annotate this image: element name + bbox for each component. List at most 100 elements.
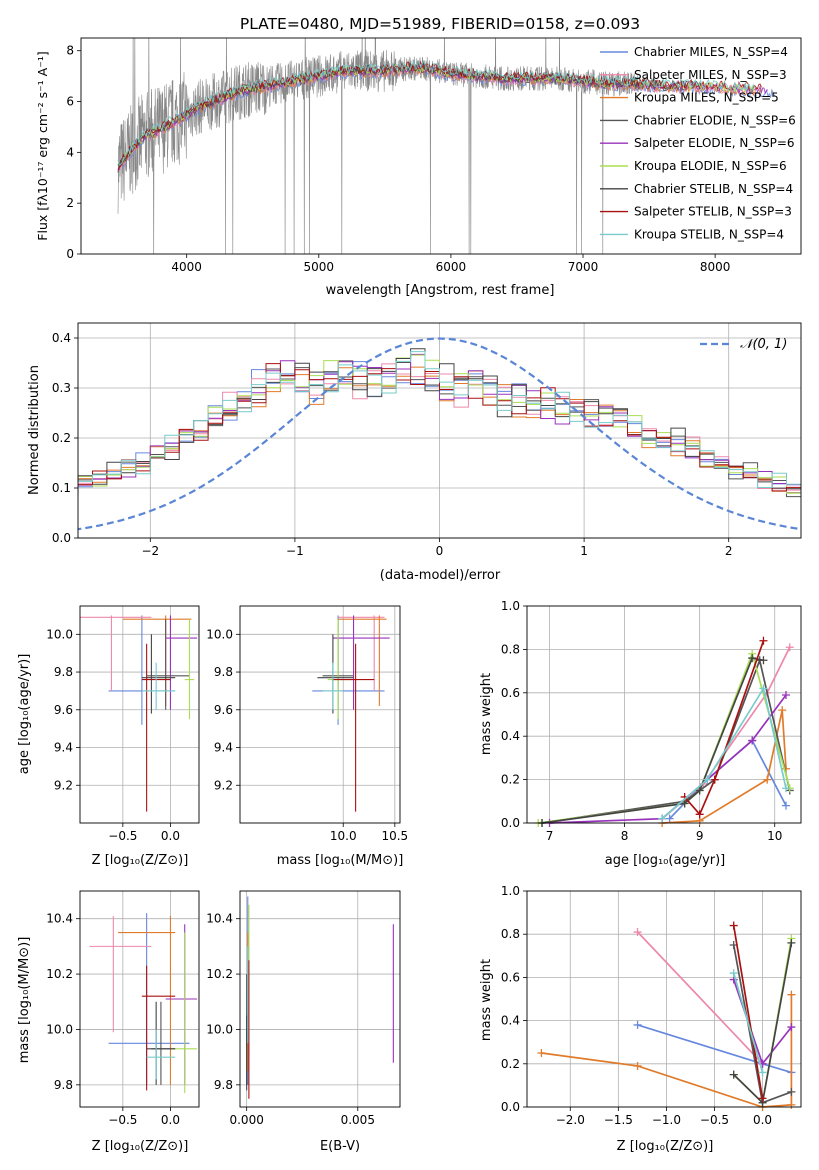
- residuals-xtick-label: 1: [580, 544, 588, 558]
- gauss-legend-label: 𝒩(0, 1): [740, 337, 787, 352]
- residual-histogram-step: [78, 360, 801, 498]
- residuals-xlabel: (data-model)/error: [380, 568, 501, 583]
- weight-z-xtick-label: −1.5: [604, 1113, 633, 1127]
- spectrum-legend-label: Kroupa MILES, N_SSP=5: [634, 91, 779, 105]
- weight-age-plot-area: [534, 636, 794, 827]
- weight-z-marker: [787, 1100, 796, 1109]
- weight-age-marker: [658, 814, 667, 823]
- age-mass-ytick-label: 9.6: [214, 703, 233, 717]
- mass-ebv-frame: [239, 890, 401, 1108]
- weight-z-marker: [758, 1068, 767, 1077]
- age-z-ytick-label: 10.0: [46, 627, 73, 641]
- weight-age-frame: [526, 605, 802, 824]
- age-z-plot-area: [80, 615, 198, 812]
- mass-z-ytick-label: 9.8: [54, 1078, 73, 1092]
- weight-z-ytick-label: 0.0: [501, 1100, 520, 1114]
- residuals-xtick-label: −1: [286, 544, 304, 558]
- spectrum-xlabel: wavelength [Angstrom, rest frame]: [326, 283, 555, 298]
- gaussian-curve: [78, 337, 801, 531]
- age-vs-mass-panel: 10.0 10.5 9.2 9.4 9.6 9.8 10.0: [206, 605, 408, 843]
- spectrum-model-line: [117, 60, 703, 168]
- mass-z-frame: [79, 890, 200, 1108]
- weight-z-marker: [729, 921, 738, 930]
- mass-ebv-ytick-label: 10.4: [206, 912, 233, 926]
- age-mass-xtick-label: 10.5: [381, 829, 408, 843]
- residuals-panel: −2 −1 0 1 2 0.0 0.1 0.2 0.3 0.4 𝒩(0, 1): [52, 322, 802, 558]
- weight-age-marker: [778, 706, 787, 715]
- weight-z-ytick-label: 0.4: [501, 1014, 520, 1028]
- age-mass-ytick-label: 9.8: [214, 665, 233, 679]
- weight-age-xtick-label: 7: [546, 829, 554, 843]
- mass-ebv-xlabel: E(B-V): [320, 1139, 360, 1154]
- spectrum-legend-label: Kroupa STELIB, N_SSP=4: [634, 227, 784, 241]
- spectrum-data-line: [117, 38, 639, 254]
- weight-age-ytick-label: 0.0: [501, 816, 520, 830]
- weight-z-marker: [537, 1049, 546, 1057]
- residuals-xtick-label: 2: [725, 544, 733, 558]
- weight-age-marker: [759, 684, 768, 693]
- weight-age-marker: [695, 810, 704, 819]
- weight-age-marker: [785, 643, 794, 652]
- weight-z-marker: [787, 990, 796, 999]
- weight-age-marker: [665, 814, 674, 823]
- spectrum-ylabel: Flux [fλ10⁻¹⁷ erg cm⁻² s⁻¹ A⁻¹]: [35, 51, 50, 240]
- spectrum-plot-area: [117, 38, 776, 254]
- weight-z-marker: [787, 1087, 796, 1096]
- weight-age-marker: [781, 784, 790, 793]
- weight-z-marker: [787, 938, 796, 947]
- residuals-ytick-label: 0.3: [52, 381, 71, 395]
- spectrum-xtick-label: 4000: [171, 260, 202, 274]
- weight-z-marker: [633, 928, 642, 937]
- spectrum-legend-label: Kroupa ELODIE, N_SSP=6: [634, 159, 787, 173]
- age-z-ytick-label: 9.6: [54, 703, 73, 717]
- weight-z-xtick-label: 0.0: [753, 1113, 772, 1127]
- residuals-ytick-label: 0.4: [52, 331, 71, 345]
- weight-age-marker: [759, 656, 768, 665]
- spectrum-legend-label: Salpeter STELIB, N_SSP=3: [634, 205, 792, 219]
- weight-z-xlabel: Z [log₁₀(Z/Z⊙)]: [617, 1139, 714, 1154]
- weight-age-ytick-label: 0.4: [501, 729, 520, 743]
- weight-age-ytick-label: 0.2: [501, 773, 520, 787]
- age-z-ytick-label: 9.8: [54, 665, 73, 679]
- residuals-xtick-label: 0: [436, 544, 444, 558]
- age-vs-z-panel: −0.5 0.0 9.2 9.4 9.6 9.8 10.0: [46, 605, 200, 843]
- residual-histogram-step: [78, 351, 801, 498]
- mass-z-ylabel: mass [log₁₀(M/M⊙)]: [17, 937, 32, 1064]
- weight-age-xtick-label: 8: [621, 829, 629, 843]
- weight-z-series-line: [732, 972, 764, 1073]
- weight-age-marker: [763, 775, 772, 784]
- weight-age-xtick-label: 10: [767, 829, 782, 843]
- weight-age-ylabel: mass weight: [479, 673, 494, 755]
- age-mass-frame: [239, 605, 401, 824]
- spectrum-panel: 4000 5000 6000 7000 8000 0 2 4 6 8 Chabrier MILES,…: [66, 37, 802, 274]
- residuals-ytick-label: 0.1: [52, 481, 71, 495]
- residuals-ylabel: Normed distribution: [27, 365, 42, 495]
- age-mass-ytick-label: 9.2: [214, 778, 233, 792]
- mass-ebv-plot-area: [246, 896, 394, 1099]
- weight-z-marker: [787, 1023, 796, 1032]
- weight-z-ytick-label: 0.6: [501, 970, 520, 984]
- weight-z-ytick-label: 0.8: [501, 927, 520, 941]
- spectrum-ytick-label: 4: [66, 145, 74, 159]
- weight-z-marker: [729, 969, 738, 978]
- residuals-ytick-label: 0.2: [52, 431, 71, 445]
- age-z-ylabel: age [log₁₀(age/yr)]: [17, 654, 32, 775]
- spectrum-xtick-label: 7000: [568, 260, 599, 274]
- spectrum-model-line: [117, 66, 756, 172]
- mass-ebv-ytick-label: 10.0: [206, 1022, 233, 1036]
- weight-age-xlabel: age [log₁₀(age/yr)]: [605, 853, 726, 868]
- residuals-xtick-label: −2: [141, 544, 159, 558]
- mass-ebv-xtick-label: 0.000: [229, 1113, 263, 1127]
- weight-z-frame: [526, 890, 802, 1108]
- mass-z-plot-area: [89, 913, 198, 1094]
- weight-age-series-line: [683, 640, 765, 816]
- residual-histogram-step: [78, 354, 801, 498]
- spectrum-legend-label: Salpeter MILES, N_SSP=3: [634, 68, 787, 82]
- weight-age-marker: [748, 736, 757, 745]
- mass-z-ytick-label: 10.2: [46, 967, 73, 981]
- residuals-plot-area: [78, 337, 801, 531]
- weight-z-ytick-label: 1.0: [501, 884, 520, 898]
- weight-age-marker: [748, 654, 757, 663]
- age-mass-plot-area: [312, 615, 390, 812]
- weight-z-series-line: [732, 925, 764, 1099]
